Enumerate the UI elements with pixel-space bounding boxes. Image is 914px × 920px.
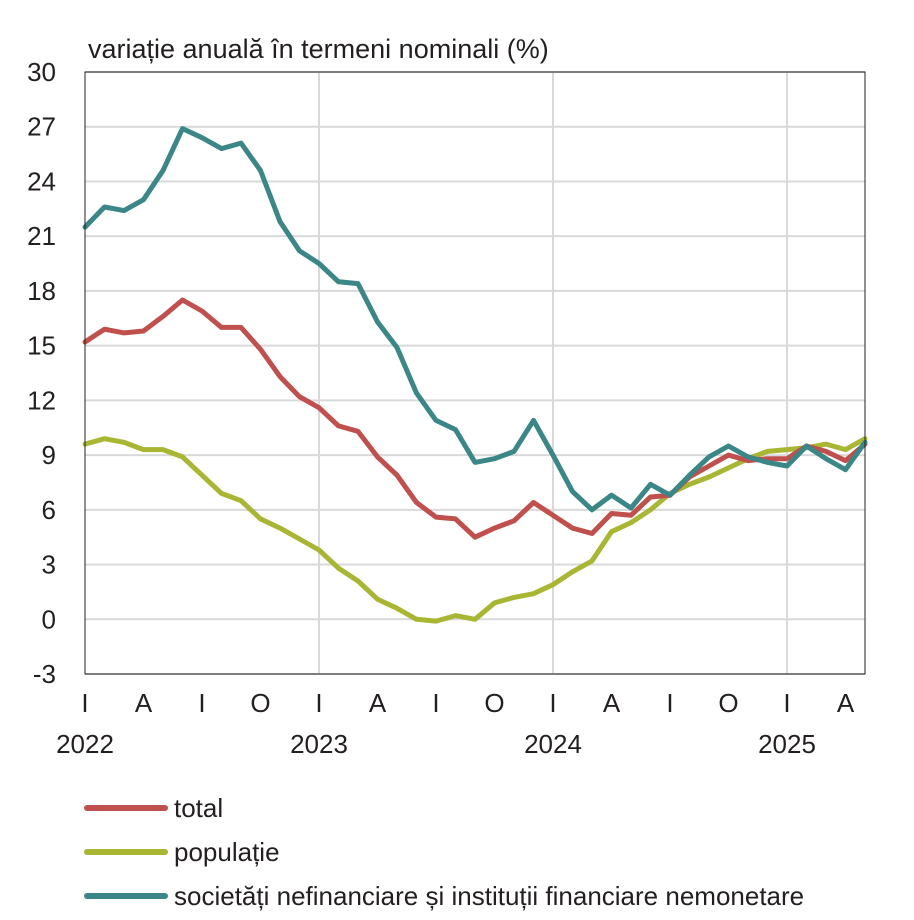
- series-line-populatie: [82, 436, 868, 624]
- y-tick-label: -3: [33, 659, 56, 689]
- x-tick-label: I: [81, 688, 88, 718]
- x-tick-label: I: [198, 688, 205, 718]
- legend-label-total: total: [174, 792, 224, 823]
- year-label: 2025: [758, 729, 816, 759]
- x-tick-label: I: [549, 688, 556, 718]
- series-line-total: [82, 297, 868, 540]
- x-tick-label: O: [250, 688, 270, 718]
- y-tick-label: 27: [27, 112, 56, 142]
- year-label: 2023: [290, 729, 348, 759]
- legend-swatch-societati: [84, 893, 168, 899]
- y-tick-label: 12: [27, 385, 56, 415]
- plot-frame: [84, 71, 866, 675]
- x-tick-label: I: [666, 688, 673, 718]
- legend-label-populatie: populație: [174, 836, 280, 867]
- y-tick-label: 30: [27, 57, 56, 87]
- y-tick-label: 6: [42, 495, 56, 525]
- x-tick-label: I: [783, 688, 790, 718]
- y-tick-label: 24: [27, 166, 56, 196]
- x-tick-label: A: [837, 688, 855, 718]
- y-tick-label: 18: [27, 276, 56, 306]
- year-label: 2022: [56, 729, 114, 759]
- y-tick-label: 3: [42, 550, 56, 580]
- legend-item-populatie: populație: [84, 834, 280, 870]
- legend-item-societati: societăți nefinanciare și instituții fin…: [84, 878, 804, 914]
- legend-swatch-total: [84, 805, 168, 811]
- x-tick-label: O: [718, 688, 738, 718]
- x-tick-label: A: [369, 688, 387, 718]
- y-tick-label: 15: [27, 331, 56, 361]
- y-tick-label: 21: [27, 221, 56, 251]
- x-tick-label: O: [484, 688, 504, 718]
- y-axis-title: variație anuală în termeni nominali (%): [88, 34, 549, 64]
- x-tick-label: A: [135, 688, 153, 718]
- x-tick-label: I: [315, 688, 322, 718]
- series-lines: [82, 126, 868, 624]
- series-line-societati: [82, 126, 868, 513]
- legend-swatch-populatie: [84, 849, 168, 855]
- x-tick-label: I: [432, 688, 439, 718]
- y-tick-label: 9: [42, 440, 56, 470]
- year-label: 2024: [524, 729, 582, 759]
- legend-label-societati: societăți nefinanciare și instituții fin…: [174, 880, 805, 911]
- x-tick-label: A: [603, 688, 621, 718]
- legend-item-total: total: [84, 790, 223, 826]
- grid: [85, 71, 865, 675]
- y-tick-label: 0: [42, 604, 56, 634]
